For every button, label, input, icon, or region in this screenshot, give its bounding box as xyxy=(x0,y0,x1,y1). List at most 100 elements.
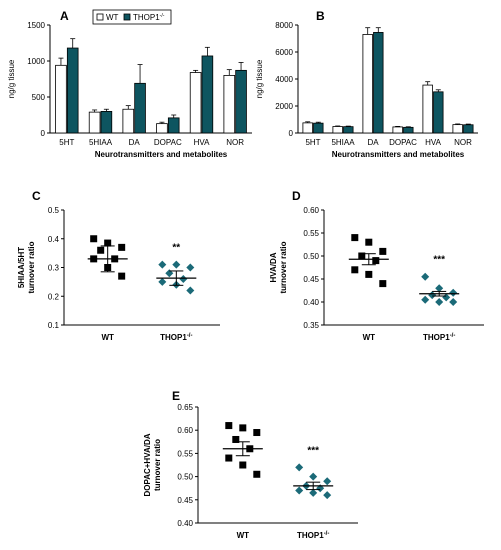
y-tick-label: 0.65 xyxy=(177,403,193,412)
y-axis-title: ng/g tissue xyxy=(7,59,16,98)
y-tick-label: 1000 xyxy=(27,57,45,66)
bar xyxy=(313,122,324,134)
ko-data-point xyxy=(435,298,444,306)
y-tick-label: 0.40 xyxy=(303,298,319,307)
y-tick-label: 0.5 xyxy=(48,206,60,215)
x-tick-label: THOP1-/- xyxy=(297,531,329,540)
wt-data-point xyxy=(379,280,387,288)
wt-data-point xyxy=(225,454,233,462)
wt-data-point xyxy=(118,272,126,280)
y-tick-label: 4000 xyxy=(275,75,293,84)
bar xyxy=(88,111,101,134)
bar xyxy=(189,72,202,134)
bar xyxy=(332,126,343,134)
bar xyxy=(100,111,113,134)
legend-ko-label: THOP1-/- xyxy=(133,13,165,22)
ko-data-point xyxy=(449,288,458,297)
bar xyxy=(223,75,236,134)
bar xyxy=(362,34,373,134)
x-tick-label: DOPAC xyxy=(389,138,417,147)
legend-ko-main: THOP1 xyxy=(133,13,160,22)
y-tick-label: 0.60 xyxy=(303,206,319,215)
ko-data-point xyxy=(449,298,458,306)
y-tick-label: 8000 xyxy=(275,21,293,30)
panel-letter: D xyxy=(292,189,301,203)
x-tick-label: NOR xyxy=(226,138,244,147)
wt-data-point xyxy=(351,234,359,242)
legend-ko-superscript: -/- xyxy=(160,13,165,19)
wt-data-point xyxy=(253,470,261,478)
wt-data-point xyxy=(239,424,247,432)
x-tick-label: WT xyxy=(363,333,376,342)
ko-data-point xyxy=(323,491,332,500)
wt-data-point xyxy=(232,435,240,443)
y-axis-title-line: HVA/DA xyxy=(269,252,278,282)
panel-e: E 0.40 0.45 0.50 0.55 0.60 0.65 WT THOP1-/- *** DO… xyxy=(143,389,358,540)
wt-data-point xyxy=(365,270,373,278)
wt-data-point xyxy=(97,246,105,254)
x-tick-label: 5HIAA xyxy=(331,138,355,147)
ko-data-point xyxy=(158,260,167,269)
y-tick-label: 0.55 xyxy=(303,229,319,238)
panel-b: B 0 2000 4000 6000 8000 5HT 5HIAA DA DOPAC HVA NOR N… xyxy=(255,9,478,159)
x-tick-label: DOPAC xyxy=(154,138,182,147)
bar xyxy=(433,91,444,134)
bar xyxy=(403,126,414,134)
y-tick-label: 0 xyxy=(289,129,294,138)
ko-data-point xyxy=(428,291,437,300)
bar xyxy=(167,117,180,134)
ko-data-point xyxy=(309,472,318,481)
y-tick-label: 0.4 xyxy=(48,235,60,244)
wt-data-point xyxy=(253,429,261,437)
ko-data-point xyxy=(421,295,430,304)
bar xyxy=(452,124,463,134)
y-tick-label: 0.45 xyxy=(303,275,319,284)
y-tick-label: 6000 xyxy=(275,48,293,57)
wt-data-point xyxy=(239,461,247,469)
wt-data-point xyxy=(104,239,112,247)
bar xyxy=(66,47,79,134)
wt-data-point xyxy=(372,257,380,265)
x-tick-label: 5HIAA xyxy=(89,138,113,147)
x-tick-label: HVA xyxy=(194,138,211,147)
y-tick-label: 0.45 xyxy=(177,496,193,505)
legend: WT THOP1-/- xyxy=(92,9,172,25)
significance-annotation: ** xyxy=(172,243,180,254)
ko-data-point xyxy=(186,286,195,295)
bar xyxy=(422,84,433,134)
y-axis-title-line: DOPAC+HVA/DA xyxy=(143,433,152,496)
y-tick-label: 0.55 xyxy=(177,449,193,458)
x-tick-label: HVA xyxy=(425,138,442,147)
x-tick-label-superscript: -/- xyxy=(187,333,193,339)
ko-data-point xyxy=(295,463,304,472)
bar xyxy=(463,124,474,134)
y-tick-label: 0.60 xyxy=(177,426,193,435)
bar xyxy=(134,82,146,134)
x-tick-label-main: THOP1 xyxy=(423,333,450,342)
y-tick-label: 0 xyxy=(41,129,46,138)
wt-data-point xyxy=(351,266,359,274)
x-tick-label: DA xyxy=(367,138,379,147)
y-axis-title: DOPAC+HVA/DAturnover ratio xyxy=(143,433,162,496)
x-tick-label: 5HT xyxy=(305,138,320,147)
panel-letter: E xyxy=(172,389,180,403)
bar xyxy=(55,64,67,134)
x-tick-label-superscript: -/- xyxy=(450,333,456,339)
ko-data-point xyxy=(179,275,188,283)
y-axis-title-line: 5HIAA/5HT xyxy=(17,247,26,288)
y-tick-label: 0.50 xyxy=(177,473,193,482)
panel-letter: A xyxy=(60,9,69,23)
x-axis-title: Neurotransmitters and metabolites xyxy=(95,150,228,159)
significance-annotation: *** xyxy=(433,255,445,266)
y-axis-title: 5HIAA/5HTturnover ratio xyxy=(17,241,36,293)
y-axis-title: HVA/DAturnover ratio xyxy=(269,241,288,293)
ko-data-point xyxy=(309,488,318,497)
legend-ko-swatch xyxy=(123,13,131,21)
y-axis-title-line: turnover ratio xyxy=(153,439,162,491)
y-tick-label: 0.3 xyxy=(48,264,60,273)
ko-data-point xyxy=(295,486,304,495)
ko-data-point xyxy=(186,263,195,272)
bar xyxy=(343,126,354,134)
y-tick-label: 0.2 xyxy=(48,292,60,301)
